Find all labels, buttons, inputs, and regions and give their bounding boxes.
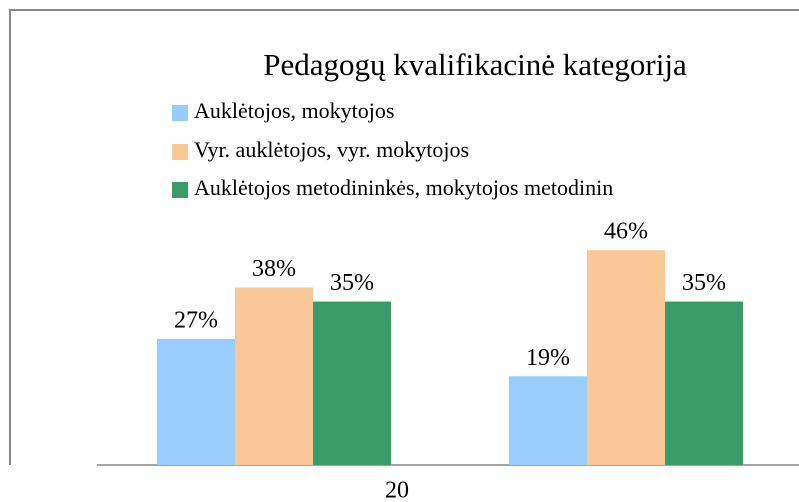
legend-swatch xyxy=(172,144,188,160)
legend-swatch xyxy=(172,105,188,121)
bar xyxy=(235,287,313,465)
data-label: 19% xyxy=(526,345,570,371)
data-label: 27% xyxy=(174,307,218,333)
legend-label: Auklėtojos, mokytojos xyxy=(194,98,394,123)
bar xyxy=(157,338,235,465)
legend-swatch xyxy=(172,182,188,198)
data-label: 35% xyxy=(682,270,726,296)
chart-title: Pedagogų kvalifikacinė kategorija xyxy=(263,47,687,82)
bar xyxy=(665,301,743,465)
data-label: 46% xyxy=(604,219,648,245)
bar xyxy=(509,376,587,465)
data-label: 35% xyxy=(330,270,374,296)
chart-border xyxy=(9,9,799,465)
legend-label: Auklėtojos metodininkės, mokytojos metod… xyxy=(194,175,613,200)
bar xyxy=(313,301,391,465)
legend-label: Vyr. auklėtojos, vyr. mokytojos xyxy=(194,137,469,162)
x-axis-label: 20 xyxy=(385,478,409,502)
data-label: 38% xyxy=(252,256,296,282)
bar xyxy=(587,250,665,465)
